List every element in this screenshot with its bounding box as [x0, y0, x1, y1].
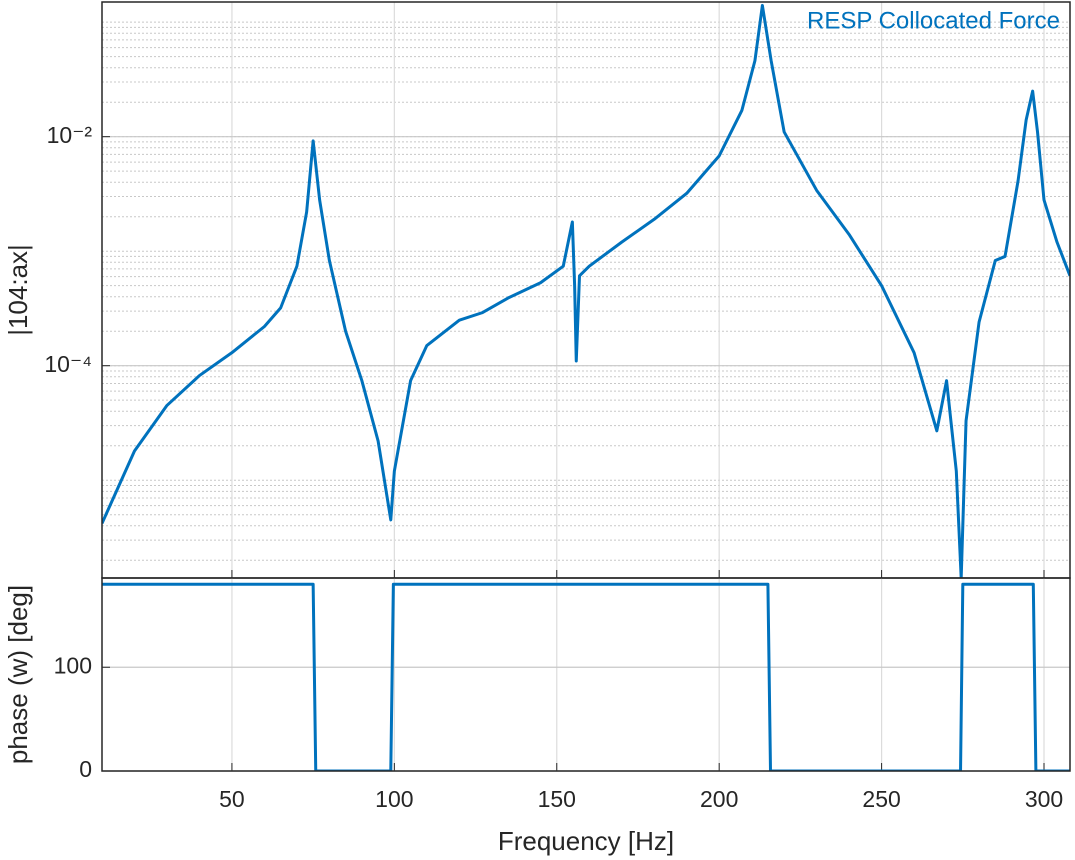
y-axis-label: |104:ax| — [3, 244, 33, 336]
data-line — [102, 3, 1070, 578]
y-tick-label: 10⁻² — [47, 122, 93, 148]
x-tick-label: 150 — [538, 786, 576, 812]
x-tick-label: 50 — [219, 786, 245, 812]
axes-box — [101, 577, 1071, 772]
x-tick-label: 300 — [1025, 786, 1063, 812]
y-tick-label: 10⁻⁴ — [44, 351, 92, 377]
x-tick-label: 200 — [700, 786, 738, 812]
x-tick-label: 250 — [862, 786, 900, 812]
y-tick-label: 0 — [79, 756, 92, 782]
data-line — [102, 582, 1070, 771]
x-axis-label: Frequency [Hz] — [498, 826, 674, 856]
y-axis-label: phase (w) [deg] — [3, 585, 33, 764]
y-tick-label: 100 — [54, 652, 92, 678]
x-tick-label: 100 — [375, 786, 413, 812]
legend-entry: RESP Collocated Force — [807, 7, 1060, 34]
